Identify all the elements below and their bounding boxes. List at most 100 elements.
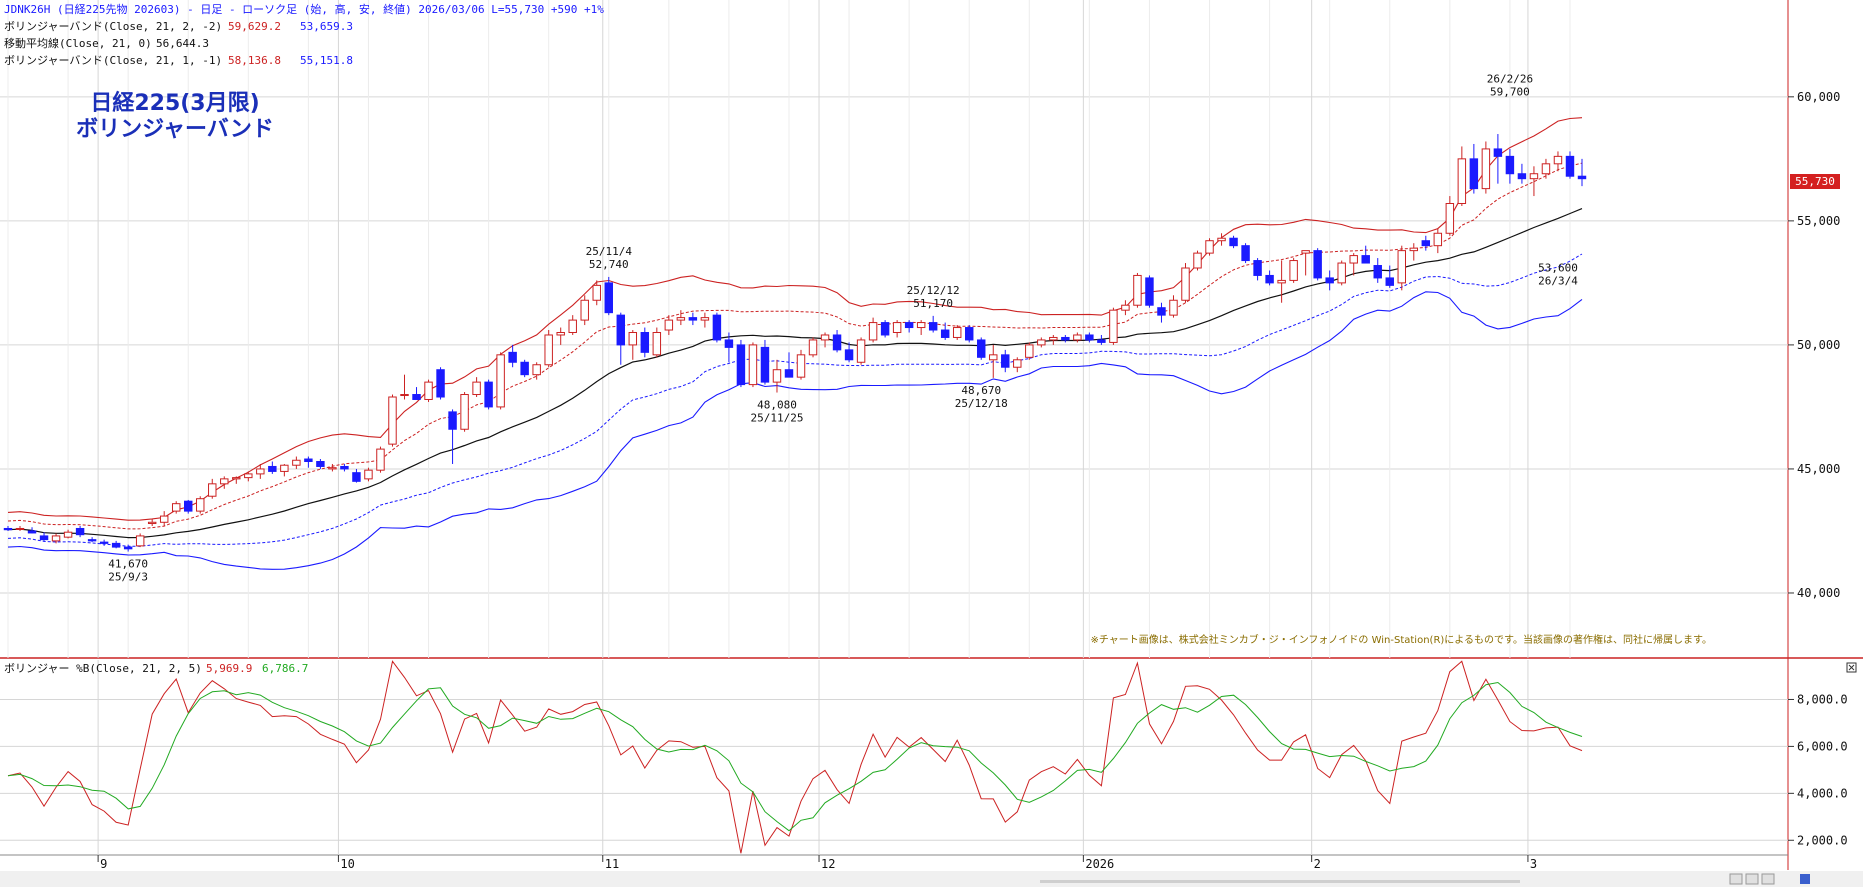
annotation-0-line2: 25/9/3	[108, 571, 148, 584]
candle-body-8	[99, 541, 109, 544]
annotation-2-line1: 48,080	[757, 399, 797, 412]
candle-body-56	[676, 317, 686, 321]
x-tick-label-4: 2026	[1085, 857, 1114, 871]
annotation-5-line1: 26/2/26	[1487, 72, 1533, 85]
candle-body-12	[147, 521, 157, 525]
candle-body-86	[1037, 339, 1046, 346]
candle-body-116	[1397, 250, 1406, 284]
percent-b-lines	[7, 660, 1583, 854]
candle-body-62	[748, 344, 758, 386]
x-axis: 9 10 11 12 2026 2 3	[97, 855, 1537, 871]
candle-body-13	[159, 515, 169, 523]
candle-body-26	[316, 461, 325, 467]
scroll-position-icon[interactable]	[1800, 874, 1810, 884]
candle-body-97	[1169, 299, 1178, 316]
candle-body-107	[1289, 260, 1298, 281]
x-tick-label-2: 11	[605, 857, 619, 871]
candle-body-105	[1265, 274, 1274, 284]
candle-body-7	[87, 539, 97, 542]
candle-body-41	[496, 354, 505, 408]
candle-body-92	[1109, 309, 1118, 343]
annotation-5-line2: 59,700	[1490, 85, 1530, 98]
candle-body-98	[1181, 267, 1190, 301]
candle-body-1	[15, 527, 25, 530]
chart-title-line1: 日経225(3月限)	[90, 90, 259, 116]
candle-body-4	[51, 535, 61, 542]
candle-body-11	[135, 535, 145, 547]
lower-band-2sigma	[7, 291, 1583, 570]
candle-body-124	[1493, 148, 1503, 157]
y-tick-label-3: 55,000	[1797, 214, 1840, 228]
annotation-1-line2: 52,740	[589, 258, 629, 271]
candle-body-60	[724, 339, 734, 348]
candle-body-73	[880, 322, 890, 336]
annotation-2-line2: 25/11/25	[750, 412, 803, 425]
candle-body-37	[448, 411, 457, 430]
scrollbar-thumb[interactable]	[1040, 880, 1520, 883]
candle-body-126	[1517, 173, 1527, 180]
annotation-3-line1: 25/12/12	[907, 284, 960, 297]
percent-b-line	[7, 660, 1583, 854]
x-tick-label-6: 3	[1530, 857, 1537, 871]
candle-body-123	[1481, 148, 1491, 190]
candle-body-49	[592, 284, 601, 301]
candle-body-94	[1133, 274, 1142, 306]
candle-body-52	[628, 332, 638, 346]
candle-body-29	[352, 472, 361, 482]
header-line3-v1: 56,644.3	[156, 37, 209, 50]
candle-body-108	[1301, 250, 1310, 254]
header-line2-name: ボリンジャーバンド(Close, 21, 2, -2)	[4, 20, 222, 33]
sub-header-v2: 6,786.7	[262, 662, 308, 675]
candle-body-101	[1217, 237, 1226, 242]
candle-body-16	[196, 498, 205, 512]
candle-body-2	[27, 530, 37, 534]
candle-body-128	[1541, 163, 1551, 175]
candle-body-117	[1409, 247, 1419, 252]
candle-body-85	[1025, 344, 1034, 358]
candle-body-61	[736, 344, 746, 386]
candle-body-129	[1553, 155, 1563, 165]
candle-body-100	[1205, 240, 1214, 254]
candle-body-111	[1337, 262, 1346, 284]
zoom-controls[interactable]	[1729, 873, 1810, 885]
candle-body-91	[1097, 339, 1106, 343]
header-line4-v2: 55,151.8	[300, 54, 353, 67]
candle-body-121	[1457, 158, 1467, 205]
candle-body-10	[123, 546, 133, 550]
candle-body-24	[292, 459, 301, 466]
header-line1: JDNK26H (日経225先物 202603) - 日足 - ローソク足 (始…	[4, 2, 604, 16]
price-y-axis: 40,000 45,000 50,000 55,000 60,000	[1788, 90, 1840, 600]
candle-body-43	[520, 361, 529, 376]
candle-body-83	[1001, 354, 1010, 368]
sub-y-tick-label-2: 6,000.0	[1797, 739, 1848, 753]
candle-body-76	[916, 322, 926, 329]
annotation-6-line1: 53,600	[1538, 262, 1578, 275]
sub-grid	[0, 660, 1788, 855]
bollinger-bands	[7, 117, 1583, 570]
zoom-in-icon[interactable]	[1729, 873, 1743, 885]
upper-band-1sigma	[7, 162, 1583, 530]
zoom-reset-icon[interactable]	[1761, 873, 1775, 885]
candle-body-19	[232, 477, 241, 480]
candle-body-109	[1313, 250, 1322, 279]
zoom-out-icon[interactable]	[1745, 873, 1759, 885]
candle-body-65	[784, 369, 794, 378]
candle-body-32	[388, 396, 397, 445]
candle-body-127	[1529, 173, 1539, 180]
annotation-4-line1: 48,670	[961, 384, 1001, 397]
candle-body-18	[220, 478, 229, 485]
candle-body-71	[856, 339, 866, 363]
candle-body-90	[1085, 334, 1094, 341]
candle-body-106	[1277, 279, 1286, 284]
candle-body-84	[1013, 359, 1022, 368]
copyright-note: ※チャート画像は、株式会社ミンカブ・ジ・インフォノイドの Win-Station…	[1090, 633, 1712, 646]
annotation-3-line2: 51,170	[913, 297, 953, 310]
candle-body-120	[1445, 203, 1455, 234]
header-line2-v1: 59,629.2	[228, 20, 281, 33]
candle-body-122	[1469, 158, 1479, 190]
candle-body-110	[1325, 277, 1334, 284]
scrollbar-track[interactable]	[0, 871, 1863, 887]
candle-body-14	[171, 503, 181, 512]
annotation-1-line1: 25/11/4	[586, 245, 633, 258]
